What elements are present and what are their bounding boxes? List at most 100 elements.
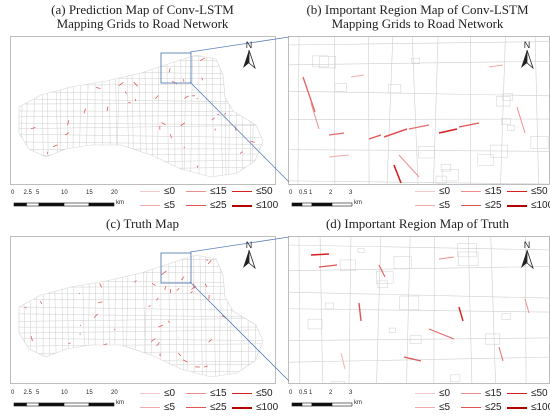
legend-item: ≤5 bbox=[415, 402, 450, 413]
legend-label: ≤25 bbox=[485, 402, 502, 413]
scale-segment bbox=[311, 402, 333, 407]
scale-tick-label: 15 bbox=[86, 190, 93, 196]
legend-swatch bbox=[186, 191, 206, 192]
legend-label: ≤15 bbox=[210, 186, 227, 197]
legend-label: ≤5 bbox=[164, 200, 176, 211]
scale-segment bbox=[291, 402, 303, 407]
legend-swatch bbox=[461, 205, 481, 206]
scale-segment bbox=[88, 202, 115, 207]
north-label: N bbox=[245, 240, 253, 250]
flow-segment bbox=[310, 102, 320, 130]
scale-tick-label: 15 bbox=[86, 390, 93, 396]
legend-swatch bbox=[415, 205, 435, 206]
prediction-overview-map bbox=[10, 36, 276, 185]
legend-label: ≤100 bbox=[531, 200, 550, 211]
legend-item: ≤15 bbox=[186, 388, 227, 399]
panel-a-title: (a) Prediction Map of Conv-LSTM Mapping … bbox=[51, 2, 234, 31]
legend-label: ≤100 bbox=[256, 200, 279, 211]
north-label: N bbox=[523, 240, 531, 250]
legend-label: ≤5 bbox=[439, 402, 451, 413]
north-label: N bbox=[245, 40, 253, 50]
scale-bar-main: 0 2.5 5 10 15 20 km bbox=[11, 390, 127, 412]
scale-tick-label: 2.5 bbox=[23, 390, 32, 396]
scale-tick-label: 5 bbox=[36, 190, 40, 196]
legend-swatch bbox=[415, 191, 435, 192]
flow-segment bbox=[358, 302, 362, 322]
legend-item: ≤50 bbox=[232, 388, 273, 399]
north-arrow-c: N bbox=[241, 240, 257, 270]
legend-swatch bbox=[507, 191, 527, 192]
flow-segment bbox=[350, 74, 365, 78]
legend-label: ≤100 bbox=[256, 402, 279, 413]
panel-b-title: (b) Important Region Map of Conv-LSTM Ma… bbox=[306, 2, 529, 31]
scale-segment bbox=[63, 202, 90, 207]
zoomed-road-network bbox=[289, 237, 549, 383]
legend-item: ≤15 bbox=[186, 186, 227, 197]
legend-item: ≤100 bbox=[507, 200, 550, 211]
legend: ≤0 ≤15 ≤50 ≤5 ≤25 ≤100 bbox=[415, 186, 550, 216]
flow-segment bbox=[310, 253, 330, 256]
scale-tick-label: 20 bbox=[111, 390, 118, 396]
legend-swatch bbox=[415, 393, 435, 394]
scale-segment bbox=[301, 202, 313, 207]
flow-segment bbox=[458, 306, 464, 322]
road-network bbox=[19, 55, 263, 177]
scale-segment bbox=[301, 402, 313, 407]
scale-segment bbox=[311, 202, 333, 207]
legend-item: ≤50 bbox=[507, 186, 548, 197]
legend-swatch bbox=[140, 191, 160, 192]
scale-unit-label: km bbox=[354, 400, 362, 406]
scale-tick-label: 1 bbox=[309, 390, 313, 396]
scale-tick-label: 0 bbox=[289, 390, 293, 396]
legend-label: ≤50 bbox=[531, 186, 548, 197]
legend-label: ≤0 bbox=[164, 186, 176, 197]
flow-segment bbox=[488, 64, 504, 68]
flow-segment bbox=[328, 132, 345, 136]
scale-tick-label: 0 bbox=[11, 190, 15, 196]
flow-segment bbox=[408, 124, 430, 130]
legend-item: ≤15 bbox=[461, 388, 502, 399]
north-arrow-icon bbox=[243, 250, 256, 270]
legend-item: ≤100 bbox=[232, 402, 278, 413]
scale-segment bbox=[331, 202, 353, 207]
road-network bbox=[19, 255, 263, 377]
legend-label: ≤15 bbox=[485, 186, 502, 197]
scale-tick-label: 0.5 bbox=[299, 390, 308, 396]
scale-segment bbox=[38, 402, 65, 407]
legend-swatch bbox=[140, 407, 160, 408]
scale-tick-label: 5 bbox=[36, 390, 40, 396]
legend-swatch bbox=[507, 204, 527, 207]
scale-unit-label: km bbox=[116, 400, 124, 406]
flow-segment bbox=[368, 134, 382, 140]
legend-swatch bbox=[186, 407, 206, 408]
legend-item: ≤50 bbox=[232, 186, 273, 197]
flow-segment bbox=[438, 128, 458, 134]
flow-segment bbox=[458, 122, 480, 128]
zoom-region-box bbox=[160, 52, 192, 84]
legend-swatch bbox=[140, 205, 160, 206]
scale-tick-label: 20 bbox=[111, 190, 118, 196]
legend-item: ≤5 bbox=[140, 200, 175, 211]
legend-label: ≤25 bbox=[210, 402, 227, 413]
flow-segment bbox=[516, 106, 526, 134]
legend: ≤0 ≤15 ≤50 ≤5 ≤25 ≤100 bbox=[415, 388, 550, 418]
legend-label: ≤50 bbox=[256, 388, 273, 399]
north-arrow-icon bbox=[521, 50, 534, 70]
flow-segment bbox=[498, 346, 504, 362]
scale-segment bbox=[26, 402, 40, 407]
truth-zoom-map bbox=[288, 236, 550, 384]
scale-tick-label: 0 bbox=[289, 190, 293, 196]
legend-label: ≤0 bbox=[439, 186, 451, 197]
legend-item: ≤15 bbox=[461, 186, 502, 197]
truth-overview-map bbox=[10, 236, 276, 384]
legend-swatch bbox=[186, 205, 206, 206]
legend-swatch bbox=[232, 204, 252, 207]
scale-tick-label: 0 bbox=[11, 390, 15, 396]
flow-segment bbox=[428, 328, 455, 340]
legend-item: ≤25 bbox=[186, 402, 227, 413]
north-arrow-d: N bbox=[519, 240, 535, 270]
scale-segment bbox=[63, 402, 90, 407]
scale-bar-zoom: 0 0.5 1 2 3 km bbox=[289, 190, 380, 212]
flow-segment bbox=[328, 154, 350, 158]
legend-item: ≤5 bbox=[415, 200, 450, 211]
